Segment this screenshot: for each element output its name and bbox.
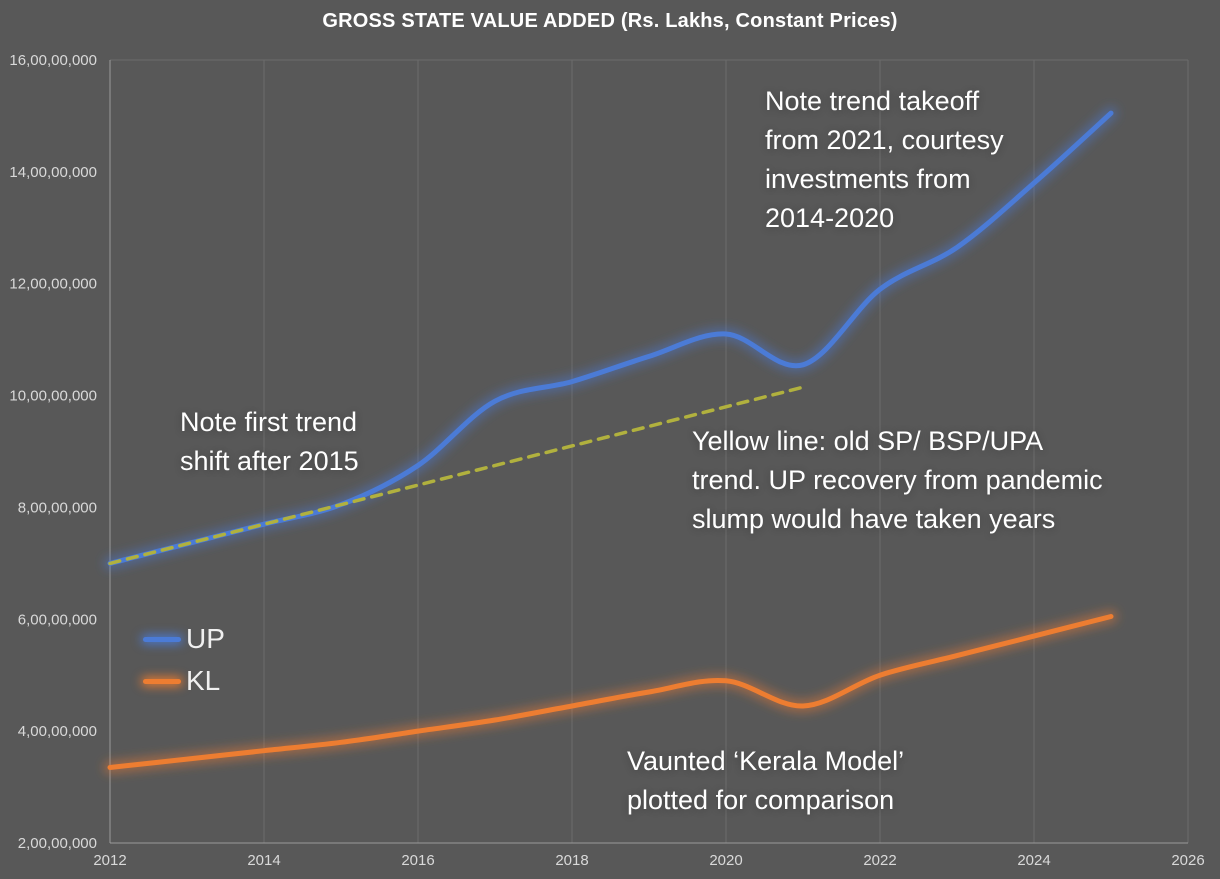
y-tick-label: 16,00,00,000 xyxy=(9,52,97,69)
legend: UP KL xyxy=(143,620,225,700)
legend-label-up: UP xyxy=(186,623,225,654)
kl-line xyxy=(107,614,1114,770)
annotation-kerala-model: Vaunted ‘Kerala Model’ plotted for compa… xyxy=(627,746,905,816)
y-tick-label: 14,00,00,000 xyxy=(9,164,97,181)
y-tick-label: 12,00,00,000 xyxy=(9,276,97,293)
y-tick-label: 2,00,00,000 xyxy=(18,835,97,852)
x-tick-label: 2020 xyxy=(709,852,742,869)
x-tick-label: 2012 xyxy=(93,852,126,869)
legend-label-kl: KL xyxy=(186,665,221,696)
chart-title: GROSS STATE VALUE ADDED (Rs. Lakhs, Cons… xyxy=(322,10,898,32)
old-trend-line xyxy=(108,385,805,566)
up-line-swatch xyxy=(143,636,181,642)
annotation-first-shift: Note first trend shift after 2015 xyxy=(180,407,359,477)
y-tick-label: 4,00,00,000 xyxy=(18,723,97,740)
y-tick-label: 6,00,00,000 xyxy=(18,611,97,628)
x-tick-label: 2026 xyxy=(1171,852,1204,869)
x-tick-label: 2024 xyxy=(1017,852,1050,869)
kl-line-swatch xyxy=(143,678,181,684)
annotation-yellow-line: Yellow line: old SP/ BSP/UPA trend. UP r… xyxy=(692,426,1103,535)
y-tick-label: 8,00,00,000 xyxy=(18,499,97,516)
annotation-trend-takeoff: Note trend takeoff from 2021, courtesy i… xyxy=(765,86,1004,234)
legend-item-kl: KL xyxy=(143,662,225,700)
x-tick-label: 2016 xyxy=(401,852,434,869)
y-tick-label: 10,00,00,000 xyxy=(9,388,97,405)
legend-item-up: UP xyxy=(143,620,225,658)
x-tick-label: 2022 xyxy=(863,852,896,869)
x-tick-label: 2018 xyxy=(555,852,588,869)
x-tick-label: 2014 xyxy=(247,852,280,869)
kl-line-glow xyxy=(103,610,1118,774)
